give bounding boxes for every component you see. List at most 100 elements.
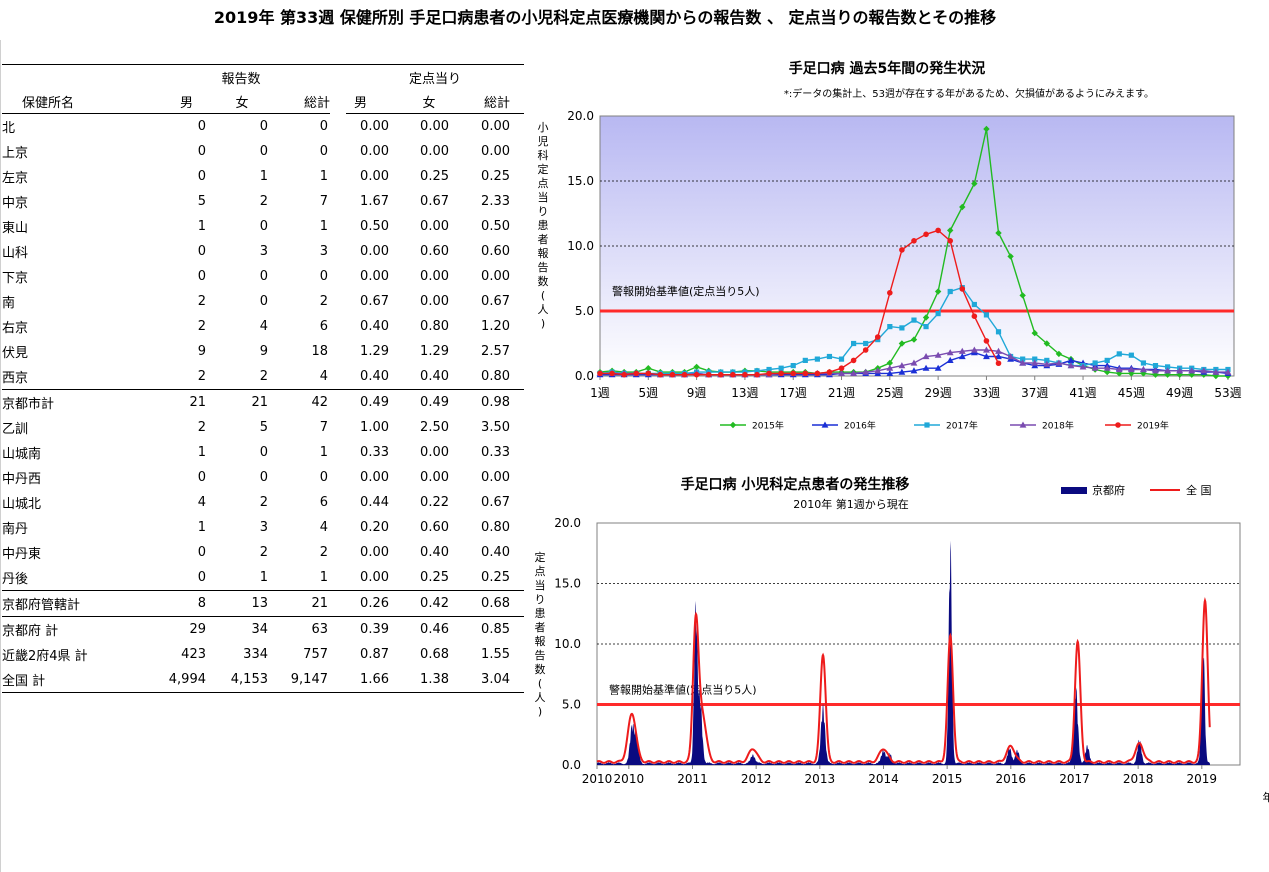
female-per-sentinel: 0.00 xyxy=(420,294,449,309)
chart1-point-2018年 xyxy=(1007,353,1014,360)
chart1-point-2019年 xyxy=(681,371,688,378)
chart1-point-2017年 xyxy=(1092,360,1098,366)
office-name: 山科 xyxy=(2,246,29,261)
chart1-point-2015年 xyxy=(1043,340,1051,347)
chart1-point-2017年 xyxy=(1164,364,1171,370)
chart1-point-2019年 xyxy=(802,370,809,377)
chart1-point-2018年 xyxy=(1079,363,1087,370)
chart1-point-2015年 xyxy=(1140,370,1147,377)
female-per-sentinel: 0.46 xyxy=(401,616,457,642)
chart1-point-2019年 xyxy=(862,347,869,353)
chart1-point-2019年 xyxy=(995,360,1002,367)
female-per-sentinel: 0.00 xyxy=(420,445,449,460)
female-per-sentinel: 0.25 xyxy=(420,169,449,184)
office-name: 下京 xyxy=(2,271,29,286)
chart1-point-2018年 xyxy=(1043,360,1051,367)
chart1-point-2017年 xyxy=(983,312,990,318)
chart1-xtick-label: 21週 xyxy=(828,386,855,400)
chart1-point-2018年 xyxy=(1115,366,1123,373)
office-name: 伏見 xyxy=(2,346,29,361)
chart1-ytick-label: 0.0 xyxy=(575,369,594,383)
total-count: 0 xyxy=(319,269,328,284)
male-per-sentinel: 0.26 xyxy=(346,590,401,617)
chart1-xtick-label: 49週 xyxy=(1166,386,1193,400)
chart1-title: 手足口病 過去5年間の発生状況 xyxy=(789,60,986,77)
total-per-sentinel: 1.55 xyxy=(481,647,510,662)
chart1-note: *:データの集計上、53週が存在する年があるため、欠損値があるようにみえます。 xyxy=(784,87,1154,100)
total-per-sentinel: 0.25 xyxy=(481,570,510,585)
chart1-ylabel-char: 定 xyxy=(538,162,549,176)
office-name: 京都府管轄計 xyxy=(2,590,152,617)
chart1-point-2018年 xyxy=(886,364,894,371)
total-per-sentinel: 2.33 xyxy=(481,194,510,209)
male-count: 0 xyxy=(197,269,206,284)
col-header-per-total: 総計 xyxy=(457,89,524,114)
chart1-point-2017年 xyxy=(971,301,977,308)
office-name: 山城南 xyxy=(2,447,42,462)
chart1-point-2016年 xyxy=(910,367,918,374)
chart1-point-2018年 xyxy=(1224,368,1232,375)
chart1-point-2017年 xyxy=(1104,357,1110,363)
chart2-x-unit: 年 xyxy=(1263,790,1269,804)
chart2-xtick-label: 2010 xyxy=(614,772,645,786)
chart2-xtick-label: 2016 xyxy=(996,772,1027,786)
male-per-sentinel: 0.00 xyxy=(360,144,389,159)
male-count: 0 xyxy=(197,119,206,134)
chart1-point-2016年 xyxy=(995,353,1002,360)
chart1-point-2015年 xyxy=(983,125,990,133)
chart1-point-2018年 xyxy=(874,367,882,374)
chart1-point-2015年 xyxy=(922,314,930,321)
chart1-xtick-label: 41週 xyxy=(1069,386,1096,400)
total-count: 1 xyxy=(319,169,328,184)
chart2-ylabel-char: 告 xyxy=(535,649,546,662)
total-per-sentinel: 0.67 xyxy=(481,495,510,510)
chart2-xtick-label: 2017 xyxy=(1059,772,1090,786)
group-header-report-count: 報告数 xyxy=(152,64,330,89)
female-count: 0 xyxy=(259,144,268,159)
table-row: 左京 0 1 1 0.00 0.25 0.25 xyxy=(2,164,524,189)
chart1-point-2015年 xyxy=(1055,350,1063,358)
table-row: 山城南 1 0 1 0.33 0.00 0.33 xyxy=(2,440,524,465)
female-count: 2 xyxy=(259,194,268,209)
female-per-sentinel: 0.00 xyxy=(420,269,449,284)
chart1-point-2017年 xyxy=(826,353,833,360)
total-per-sentinel: 0.80 xyxy=(481,520,510,535)
chart1-point-2016年 xyxy=(886,369,894,376)
male-count: 1 xyxy=(197,445,206,460)
male-per-sentinel: 0.49 xyxy=(346,389,401,415)
total-per-sentinel: 0.00 xyxy=(481,470,510,485)
table-row: 中丹西 0 0 0 0.00 0.00 0.00 xyxy=(2,465,524,490)
total-count: 9,147 xyxy=(272,667,330,693)
male-count: 0 xyxy=(197,169,206,184)
total-count: 1 xyxy=(319,570,328,585)
group-header-per-sentinel: 定点当り xyxy=(346,64,524,89)
total-per-sentinel: 0.68 xyxy=(457,590,524,617)
total-per-sentinel: 0.00 xyxy=(481,269,510,284)
chart1-point-2019年 xyxy=(778,370,784,377)
chart1-ytick-label: 20.0 xyxy=(567,109,594,123)
chart2-ylabel-char: 人 xyxy=(535,691,546,704)
chart1-point-2015年 xyxy=(1116,370,1123,377)
chart1-ylabel-char: 数 xyxy=(538,275,549,288)
female-count: 21 xyxy=(212,389,272,415)
total-per-sentinel: 0.40 xyxy=(481,545,510,560)
female-per-sentinel: 0.40 xyxy=(420,545,449,560)
total-count: 7 xyxy=(319,420,328,435)
chart2-xtick-label: 2013 xyxy=(805,772,836,786)
female-count: 13 xyxy=(212,590,272,617)
chart1-point-2017年 xyxy=(790,363,796,369)
chart1-xtick-label: 5週 xyxy=(638,386,658,400)
chart1-series-line-2019年 xyxy=(600,229,1000,376)
female-count: 4,153 xyxy=(212,667,272,693)
chart2-legend-national-label: 全 国 xyxy=(1186,483,1212,497)
total-count: 1 xyxy=(319,445,328,460)
chart1-legend-marker xyxy=(1115,422,1121,428)
male-count: 8 xyxy=(152,590,212,617)
male-per-sentinel: 0.00 xyxy=(360,119,389,134)
male-count: 2 xyxy=(197,420,206,435)
chart1-point-2017年 xyxy=(1044,357,1050,363)
chart1-ylabel-char: 患 xyxy=(538,219,549,232)
chart2-title: 手足口病 小児科定点患者の発生推移 xyxy=(681,476,910,493)
chart1-point-2019年 xyxy=(609,370,615,377)
male-count: 2 xyxy=(197,294,206,309)
